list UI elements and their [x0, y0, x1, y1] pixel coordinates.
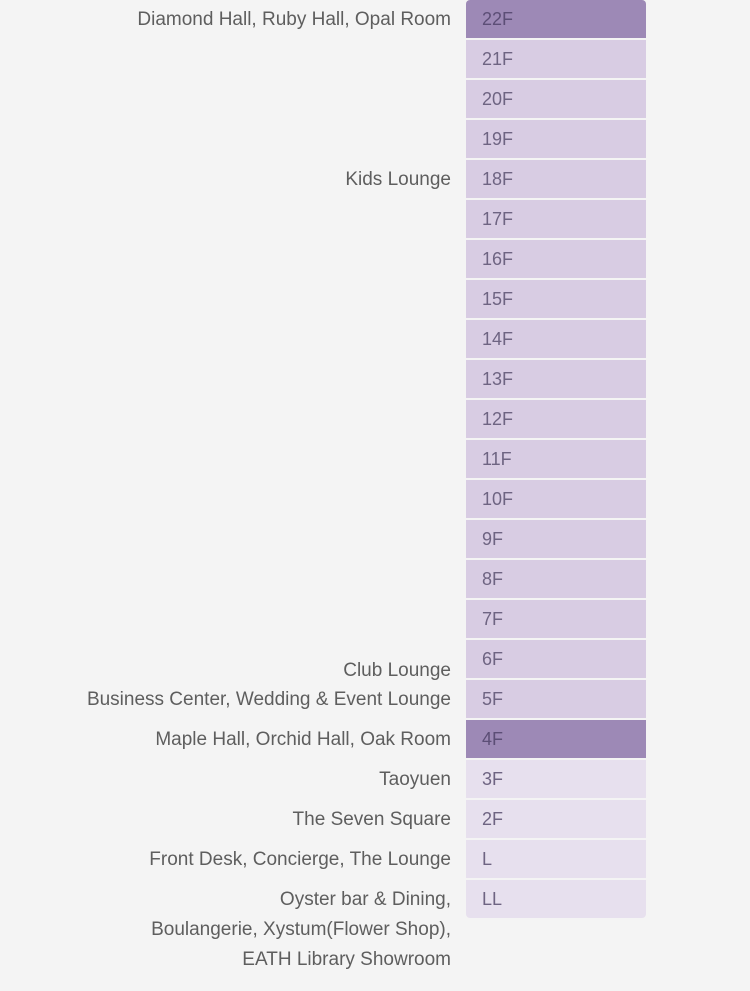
- floor-number: LL: [482, 888, 503, 909]
- facility-text: EATH Library Showroom: [242, 949, 451, 970]
- floor-20f[interactable]: 20F: [466, 80, 646, 118]
- floor-number: 19F: [482, 128, 514, 149]
- floor-number: 22F: [482, 8, 514, 29]
- floor-number: 7F: [482, 608, 504, 629]
- facility-label-22f: Diamond Hall, Ruby Hall, Opal Room: [11, 5, 451, 35]
- floor-15f[interactable]: 15F: [466, 280, 646, 318]
- facility-text: Oyster bar & Dining,: [279, 889, 451, 910]
- floor-number: 9F: [482, 528, 504, 549]
- floor-number: 14F: [482, 328, 514, 349]
- facility-text: Club Lounge: [343, 660, 451, 681]
- facility-label-column: Diamond Hall, Ruby Hall, Opal Room Kids L…: [11, 5, 451, 975]
- floor-number: 20F: [482, 88, 514, 109]
- floor-number: 16F: [482, 248, 514, 269]
- facility-label-18f: Kids Lounge: [11, 165, 451, 195]
- facility-text: Boulangerie, Xystum(Flower Shop),: [151, 919, 451, 940]
- floor-l[interactable]: L: [466, 840, 646, 878]
- floor-number: 2F: [482, 808, 504, 829]
- floor-number: 12F: [482, 408, 514, 429]
- floor-number: 18F: [482, 168, 514, 189]
- facility-label-3f: Taoyuen: [11, 765, 451, 795]
- floor-number: 8F: [482, 568, 504, 589]
- facility-text: The Seven Square: [292, 809, 451, 830]
- floor-number: 3F: [482, 768, 504, 789]
- facility-label-2f: The Seven Square: [11, 805, 451, 835]
- floor-16f[interactable]: 16F: [466, 240, 646, 278]
- floor-number: L: [482, 848, 493, 869]
- floor-17f[interactable]: 17F: [466, 200, 646, 238]
- facility-text: Taoyuen: [379, 769, 451, 790]
- floor-5f[interactable]: 5F: [466, 680, 646, 718]
- floor-12f[interactable]: 12F: [466, 400, 646, 438]
- floor-number: 6F: [482, 648, 504, 669]
- floor-3f[interactable]: 3F: [466, 760, 646, 798]
- floor-number: 17F: [482, 208, 514, 229]
- floor-6f[interactable]: 6F: [466, 640, 646, 678]
- facility-text: Diamond Hall, Ruby Hall, Opal Room: [137, 9, 451, 30]
- floor-number: 10F: [482, 488, 514, 509]
- facility-label-6f: Club Lounge: [11, 656, 451, 686]
- facility-label-4f: Maple Hall, Orchid Hall, Oak Room: [11, 725, 451, 755]
- floor-10f[interactable]: 10F: [466, 480, 646, 518]
- facility-label-ll: Oyster bar & Dining, Boulangerie, Xystum(…: [11, 885, 451, 975]
- facility-label-5f: Business Center, Wedding & Event Lounge: [11, 685, 451, 715]
- floor-number: 4F: [482, 728, 504, 749]
- floor-number: 11F: [482, 448, 512, 469]
- floor-14f[interactable]: 14F: [466, 320, 646, 358]
- floor-directory: 22F 21F 20F 19F 18F 17F 16F 15F 14F 13F 12F 11F 10F 9…: [466, 0, 646, 918]
- facility-label-l: Front Desk, Concierge, The Lounge: [11, 845, 451, 875]
- floor-21f[interactable]: 21F: [466, 40, 646, 78]
- floor-2f[interactable]: 2F: [466, 800, 646, 838]
- floor-number: 15F: [482, 288, 514, 309]
- floor-7f[interactable]: 7F: [466, 600, 646, 638]
- facility-text: Front Desk, Concierge, The Lounge: [149, 849, 451, 870]
- facility-text: Business Center, Wedding & Event Lounge: [86, 689, 451, 710]
- facility-text: Kids Lounge: [345, 169, 451, 190]
- floor-9f[interactable]: 9F: [466, 520, 646, 558]
- floor-13f[interactable]: 13F: [466, 360, 646, 398]
- floor-4f[interactable]: 4F: [466, 720, 646, 758]
- floor-18f[interactable]: 18F: [466, 160, 646, 198]
- floor-8f[interactable]: 8F: [466, 560, 646, 598]
- floor-number: 13F: [482, 368, 514, 389]
- floor-number: 5F: [482, 688, 504, 709]
- floor-22f[interactable]: 22F: [466, 0, 646, 38]
- facility-text: Maple Hall, Orchid Hall, Oak Room: [155, 729, 451, 750]
- floor-number: 21F: [482, 48, 514, 69]
- floor-19f[interactable]: 19F: [466, 120, 646, 158]
- floor-11f[interactable]: 11F: [466, 440, 646, 478]
- floor-ll[interactable]: LL: [466, 880, 646, 918]
